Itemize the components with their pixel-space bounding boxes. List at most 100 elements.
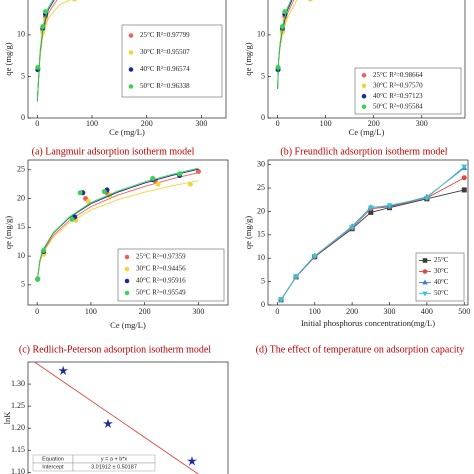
marker-circle xyxy=(124,266,130,272)
panel-caption: (b) Freundlich adsorption isotherm model xyxy=(280,146,447,157)
marker-circle xyxy=(361,83,367,89)
y-tick-label: 25 xyxy=(17,165,25,174)
marker-circle xyxy=(150,175,156,181)
y-axis-label: lnK xyxy=(2,411,12,425)
legend-label: 25°C R²=0.97359 xyxy=(136,253,186,261)
marker-circle xyxy=(35,64,41,70)
legend-label: 40°C R²=0.95916 xyxy=(136,277,186,285)
marker-triangle xyxy=(422,279,428,285)
legend-label: 50°C R²=0.95584 xyxy=(373,102,423,110)
fit-curve xyxy=(36,0,54,102)
plot-area xyxy=(35,167,201,283)
marker-circle xyxy=(361,93,367,99)
marker-circle xyxy=(85,198,91,204)
marker-circle xyxy=(307,0,313,2)
legend-label: 30°C R²=0.97570 xyxy=(373,81,423,89)
fit-table: Equation y = a + b*x Intercept 3.01912 ± 0.… xyxy=(32,454,156,472)
fit-curve xyxy=(36,167,199,283)
table-cell xyxy=(72,462,156,472)
y-tick-label: 5 xyxy=(261,276,265,285)
legend-label: 50°C xyxy=(434,289,449,297)
marker-circle xyxy=(124,278,130,284)
marker-circle xyxy=(128,33,134,38)
y-axis-label: qe (mg/g) xyxy=(3,42,13,75)
plot-frame xyxy=(267,159,469,306)
marker-circle xyxy=(35,276,41,282)
plot-area xyxy=(275,0,313,89)
marker-circle xyxy=(461,175,467,181)
marker-square xyxy=(461,187,467,193)
marker-star xyxy=(102,418,114,429)
fit-curve xyxy=(36,180,199,283)
y-tick-label: 10 xyxy=(257,253,265,262)
marker-triangle-down xyxy=(461,164,468,170)
panel-caption: (c) Redlich-Peterson adsorption isotherm… xyxy=(19,344,211,355)
x-tick-label: 300 xyxy=(192,307,204,316)
marker-circle xyxy=(69,216,75,222)
marker-circle xyxy=(275,64,281,70)
plot-frame xyxy=(27,159,229,306)
legend-label: 40°C xyxy=(434,278,449,286)
legend-box xyxy=(117,248,225,302)
marker-star xyxy=(58,365,69,376)
y-tick-label: 5 xyxy=(261,71,265,80)
marker-triangle-down xyxy=(349,225,356,231)
marker-circle xyxy=(361,72,367,78)
marker-circle xyxy=(155,181,161,187)
panel-caption: (a) Langmuir adsorption isotherm model xyxy=(32,146,195,157)
x-tick-label: 200 xyxy=(139,307,151,316)
legend: 25°C R²=0.98664 30°C R²=0.97570 40°C R²=0.… xyxy=(354,67,462,115)
legend-box xyxy=(121,24,223,98)
x-tick-label: 500 xyxy=(458,307,470,316)
legend-label: 25°C R²=0.97799 xyxy=(140,31,190,39)
y-tick-label: 20 xyxy=(17,193,25,202)
x-tick-label: 0 xyxy=(35,307,39,316)
table-text: 3.01912 ± 0.50187 xyxy=(91,464,137,470)
y-tick-label: 15 xyxy=(257,230,265,239)
marker-circle xyxy=(72,0,77,2)
legend-label: 25°C R²=0.98664 xyxy=(373,71,423,79)
marker-triangle-down xyxy=(278,297,285,304)
marker-circle xyxy=(43,9,49,15)
y-axis-label: qe (mg/g) xyxy=(243,42,253,75)
x-tick-label: 100 xyxy=(86,119,98,128)
marker-circle xyxy=(422,269,428,274)
series-line xyxy=(280,166,465,301)
plot-area xyxy=(33,362,199,474)
table-text: Intercept xyxy=(42,464,64,470)
x-axis-label: Initial phosphorus concentration(mg/L) xyxy=(301,318,435,328)
marker-circle xyxy=(124,290,130,296)
legend-label: 30°C R²=0.95507 xyxy=(140,48,190,56)
legend-label: 50°C R²=0.96338 xyxy=(140,82,190,90)
legend-label: 40°C R²=0.96574 xyxy=(140,65,190,73)
legend: 25°C R²=0.97359 30°C R²=0.94456 40°C R²=0.… xyxy=(117,248,225,302)
marker-circle xyxy=(279,24,285,30)
marker-circle xyxy=(40,24,46,30)
y-tick-label: 0 xyxy=(261,300,265,309)
marker-triangle-down xyxy=(311,253,318,260)
legend-label: 30°C xyxy=(434,267,449,275)
x-tick-label: 300 xyxy=(195,119,207,128)
x-tick-label: 300 xyxy=(416,119,428,128)
x-tick-label: 100 xyxy=(320,119,332,128)
x-tick-label: 400 xyxy=(421,307,433,316)
y-tick-label: 5 xyxy=(21,280,25,289)
legend-label: 50°C R²=0.95549 xyxy=(136,289,186,297)
y-tick-label: 30 xyxy=(257,160,265,169)
y-tick-label: 1.15 xyxy=(11,445,25,454)
x-tick-label: 200 xyxy=(141,119,153,128)
y-tick-label: 0 xyxy=(21,113,25,122)
legend: 25°C 30°C 40°C 50°C xyxy=(415,252,465,302)
marker-triangle-down xyxy=(386,203,393,209)
y-tick-label: 15 xyxy=(17,222,25,231)
x-tick-label: 200 xyxy=(368,119,380,128)
x-tick-label: 0 xyxy=(35,119,39,128)
legend: 25°C R²=0.97799 30°C R²=0.95507 40°C R²=0.… xyxy=(121,24,223,98)
y-tick-label: 25 xyxy=(257,183,265,192)
y-tick-label: 10 xyxy=(17,251,25,260)
marker-circle xyxy=(128,67,134,72)
y-tick-label: 1.20 xyxy=(11,423,25,432)
marker-circle xyxy=(187,181,193,187)
